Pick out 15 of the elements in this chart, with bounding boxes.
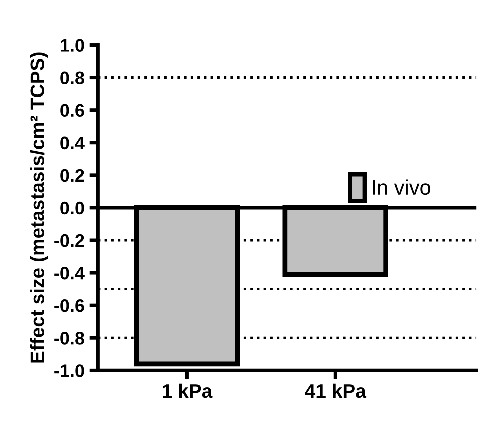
y-tick-label: -0.2 [54, 234, 84, 248]
y-tick-label: -1.0 [54, 364, 84, 378]
x-tick-label: 41 kPa [305, 384, 367, 398]
y-axis-title: Effect size (metastasis/cm² TCPS) [30, 52, 48, 363]
legend-label: In vivo [373, 180, 430, 196]
y-tick-label: 0.8 [60, 72, 84, 85]
x-tick-label: 1 kPa [163, 384, 213, 398]
y-tick-label: -0.6 [54, 300, 84, 312]
y-tick-label: -0.4 [54, 266, 85, 280]
y-tick-label: -0.8 [54, 332, 84, 345]
y-tick-label: 0.4 [60, 136, 85, 150]
y-tick-label: 1.0 [61, 39, 84, 52]
y-tick-label: 0.2 [60, 169, 84, 182]
y-tick-label: 0.6 [60, 104, 84, 118]
y-tick-label: 0.0 [60, 202, 84, 215]
